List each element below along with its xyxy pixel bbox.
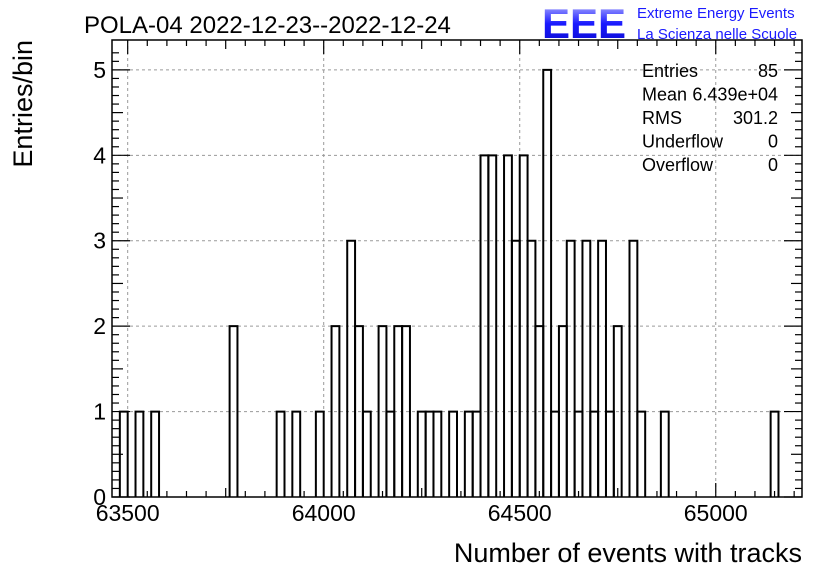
histogram-bin: [612, 325, 623, 497]
histogram-bin: [401, 325, 411, 497]
histogram-bin: [463, 410, 474, 497]
histogram-bin: [424, 410, 435, 497]
x-tick-label: 64000: [292, 500, 356, 526]
eee-logo-line2: La Scienza nelle Scuole: [637, 26, 797, 43]
plot-frame: [111, 39, 803, 498]
eee-logo-line1: Extreme Energy Events: [637, 5, 795, 22]
histogram-bin: [448, 410, 458, 497]
histogram-bin: [150, 410, 161, 497]
x-axis-label: Number of events with tracks: [454, 538, 802, 568]
histogram-bin: [385, 410, 396, 497]
eee-logo: EEE Extreme Energy Events La Scienza nel…: [542, 0, 797, 47]
histogram-bin: [550, 410, 560, 497]
histogram-bin: [228, 325, 239, 497]
histogram-bin: [346, 239, 357, 497]
histogram-bin: [134, 410, 145, 497]
histogram-bin: [542, 68, 553, 497]
histogram-series: [118, 68, 780, 497]
histogram-bin: [565, 239, 576, 497]
histogram-bin: [471, 410, 482, 497]
y-tick-label: 5: [93, 57, 106, 83]
stats-label: Entries: [642, 61, 698, 81]
x-tick-label: 64500: [488, 500, 552, 526]
stats-box: Entries 85 Mean 6.439e+04 RMS 301.2 Underflow 0…: [642, 61, 778, 175]
histogram-bin: [361, 410, 372, 497]
histogram-bin: [330, 325, 341, 497]
x-tick-label: 65000: [684, 500, 748, 526]
stats-value: 0: [768, 132, 778, 152]
chart-title: POLA-04 2022-12-23--2022-12-24: [84, 12, 451, 39]
stats-label: Overflow: [642, 155, 714, 175]
histogram-bin: [581, 239, 592, 497]
histogram-bin: [597, 239, 607, 497]
histogram-bin: [510, 239, 521, 497]
y-tick-label: 4: [93, 142, 106, 168]
stats-value: 0: [768, 155, 778, 175]
axes: 63500 64000 64500 65000 0 1 2 3 4 5: [93, 39, 803, 526]
y-tick-label: 2: [93, 313, 106, 339]
histogram-bin: [432, 410, 443, 497]
histogram-bin: [526, 239, 537, 497]
histogram-bin: [769, 410, 780, 497]
x-tick-label: 63500: [96, 500, 160, 526]
stats-value: 6.439e+04: [692, 85, 778, 105]
histogram-bin: [573, 410, 584, 497]
y-tick-label: 3: [93, 228, 106, 254]
histogram-bin: [659, 410, 670, 497]
eee-logo-mark: EEE: [542, 0, 626, 47]
histogram-bin: [636, 410, 647, 497]
histogram-bin: [487, 154, 498, 497]
histogram-bin: [416, 410, 427, 497]
histogram-bin: [314, 410, 325, 497]
stats-label: Underflow: [642, 132, 724, 152]
histogram-bin: [589, 410, 600, 497]
histogram-bin: [628, 239, 639, 497]
histogram-bin: [604, 410, 615, 497]
stats-value: 85: [758, 61, 778, 81]
y-tick-label: 1: [93, 399, 106, 425]
y-tick-label: 0: [93, 484, 106, 510]
y-axis-label: Entries/bin: [8, 40, 38, 168]
stats-label: Mean: [642, 85, 687, 105]
histogram-bin: [275, 410, 286, 497]
stats-value: 301.2: [733, 108, 778, 128]
histogram-bin: [291, 410, 302, 497]
stats-label: RMS: [642, 108, 682, 128]
